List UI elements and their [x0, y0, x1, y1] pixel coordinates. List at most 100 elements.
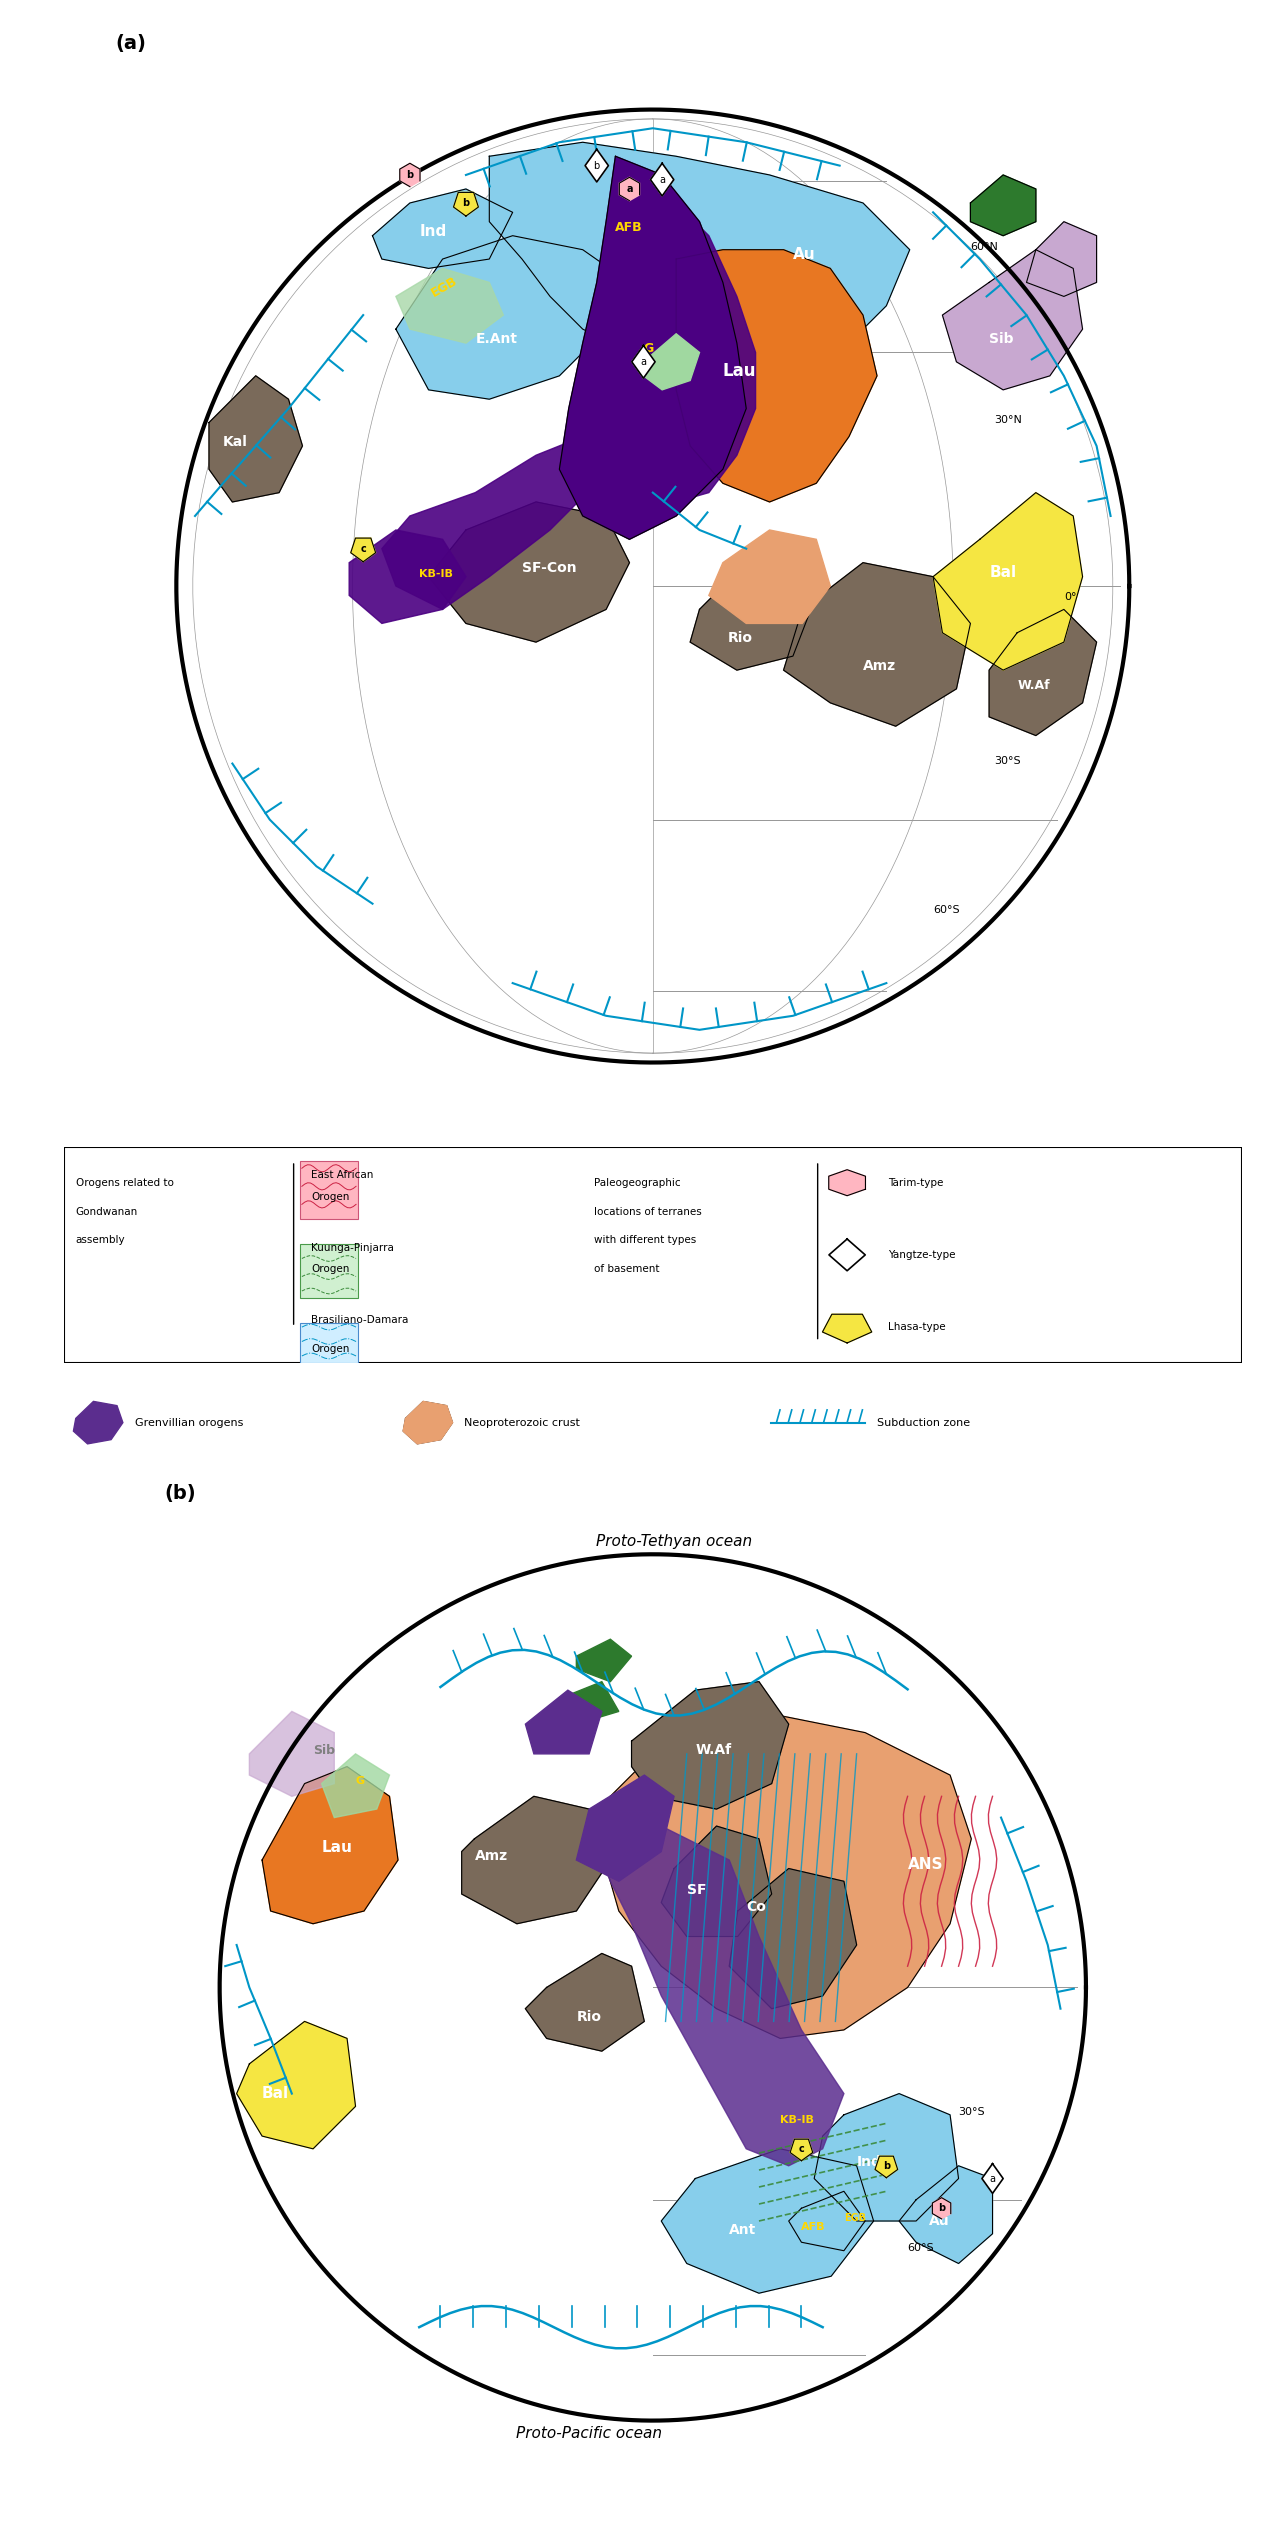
Polygon shape: [525, 1689, 602, 1753]
Polygon shape: [576, 1638, 631, 1682]
Text: EGB: EGB: [429, 275, 460, 301]
Polygon shape: [399, 163, 420, 186]
Polygon shape: [525, 1954, 644, 2051]
Polygon shape: [790, 2140, 813, 2161]
Polygon shape: [829, 1238, 865, 1271]
Text: Au: Au: [792, 247, 815, 262]
Text: Rio: Rio: [576, 2010, 602, 2026]
Text: 30°S: 30°S: [993, 757, 1020, 764]
Text: Gondwanan: Gondwanan: [76, 1208, 138, 1215]
Polygon shape: [250, 1712, 334, 1796]
Text: Lau: Lau: [321, 1840, 352, 1855]
Text: G: G: [644, 341, 654, 357]
Text: Grenvillian orogens: Grenvillian orogens: [134, 1417, 243, 1427]
Polygon shape: [186, 120, 1120, 1052]
Polygon shape: [602, 1712, 972, 2038]
Polygon shape: [262, 1766, 398, 1924]
Polygon shape: [690, 563, 817, 670]
Text: Sib: Sib: [314, 1743, 335, 1758]
Text: SF-Con: SF-Con: [522, 561, 576, 576]
Text: Orogens related to: Orogens related to: [76, 1177, 174, 1187]
Text: a: a: [626, 183, 632, 194]
Polygon shape: [462, 1796, 611, 1924]
Text: Brasiliano-Damara: Brasiliano-Damara: [311, 1315, 408, 1325]
Text: b: b: [406, 171, 413, 181]
Polygon shape: [620, 178, 640, 201]
Text: EGB: EGB: [844, 2214, 865, 2222]
Text: Paleogeographic: Paleogeographic: [594, 1177, 681, 1187]
Text: East African: East African: [311, 1170, 374, 1180]
Text: AFB: AFB: [801, 2222, 826, 2232]
Polygon shape: [489, 143, 910, 390]
Polygon shape: [73, 1401, 123, 1445]
Text: Subduction zone: Subduction zone: [877, 1417, 970, 1427]
FancyBboxPatch shape: [300, 1243, 358, 1297]
Text: 60°S: 60°S: [908, 2242, 934, 2252]
Text: Proto-Tethyan ocean: Proto-Tethyan ocean: [596, 1534, 753, 1549]
Polygon shape: [396, 268, 503, 344]
Text: Bal: Bal: [262, 2087, 289, 2102]
Text: Co: Co: [746, 1901, 767, 1914]
Polygon shape: [644, 334, 699, 390]
Polygon shape: [396, 234, 630, 400]
Polygon shape: [585, 150, 608, 181]
Polygon shape: [662, 2148, 874, 2293]
Text: E.Ant: E.Ant: [475, 331, 517, 347]
Polygon shape: [676, 250, 877, 502]
FancyBboxPatch shape: [300, 1322, 358, 1363]
Polygon shape: [351, 538, 375, 561]
Polygon shape: [576, 1776, 675, 1880]
Text: b: b: [938, 2204, 945, 2214]
Text: with different types: with different types: [594, 1236, 696, 1246]
Polygon shape: [403, 1401, 453, 1445]
Text: c: c: [799, 2143, 804, 2153]
Polygon shape: [730, 1868, 856, 2008]
Polygon shape: [559, 1682, 618, 1725]
Polygon shape: [899, 2166, 992, 2263]
Text: assembly: assembly: [76, 1236, 125, 1246]
Text: ANS: ANS: [908, 1857, 943, 1873]
FancyBboxPatch shape: [300, 1162, 358, 1218]
Text: Amz: Amz: [863, 660, 896, 673]
Polygon shape: [381, 436, 596, 609]
Polygon shape: [650, 163, 673, 196]
Text: W.Af: W.Af: [695, 1743, 731, 1758]
Polygon shape: [372, 189, 513, 268]
Polygon shape: [982, 2163, 1004, 2194]
Text: AFB: AFB: [616, 222, 643, 234]
Text: SF: SF: [687, 1883, 707, 1898]
Polygon shape: [632, 347, 655, 377]
Text: b: b: [462, 199, 470, 209]
Polygon shape: [783, 563, 970, 726]
Polygon shape: [932, 2196, 951, 2219]
Polygon shape: [828, 1170, 865, 1195]
Text: Orogen: Orogen: [311, 1264, 349, 1274]
Text: Ind: Ind: [420, 224, 447, 240]
Text: Ind: Ind: [856, 2156, 882, 2168]
Text: Bal: Bal: [989, 566, 1016, 581]
Polygon shape: [814, 2094, 959, 2222]
Text: a: a: [659, 176, 666, 183]
Text: Tarim-type: Tarim-type: [888, 1177, 943, 1187]
Text: Yangtze-type: Yangtze-type: [888, 1251, 956, 1259]
Polygon shape: [349, 530, 466, 624]
Polygon shape: [209, 375, 302, 502]
Polygon shape: [823, 1315, 872, 1343]
Polygon shape: [237, 2021, 356, 2148]
Polygon shape: [662, 1827, 772, 1936]
Text: 60°S: 60°S: [933, 905, 960, 915]
Polygon shape: [970, 176, 1036, 234]
Text: of basement: of basement: [594, 1264, 659, 1274]
Text: b: b: [594, 161, 600, 171]
Text: a: a: [989, 2173, 996, 2184]
Text: Au: Au: [929, 2214, 950, 2230]
Text: (b): (b): [164, 1483, 196, 1503]
Polygon shape: [1027, 222, 1097, 296]
Polygon shape: [559, 155, 746, 540]
Text: Proto-Pacific ocean: Proto-Pacific ocean: [516, 2426, 662, 2441]
Text: Neoproterozoic crust: Neoproterozoic crust: [465, 1417, 580, 1427]
Text: KB-IB: KB-IB: [781, 2115, 814, 2125]
Polygon shape: [709, 530, 831, 624]
Text: Sib: Sib: [989, 331, 1014, 347]
Text: 30°S: 30°S: [959, 2107, 986, 2117]
